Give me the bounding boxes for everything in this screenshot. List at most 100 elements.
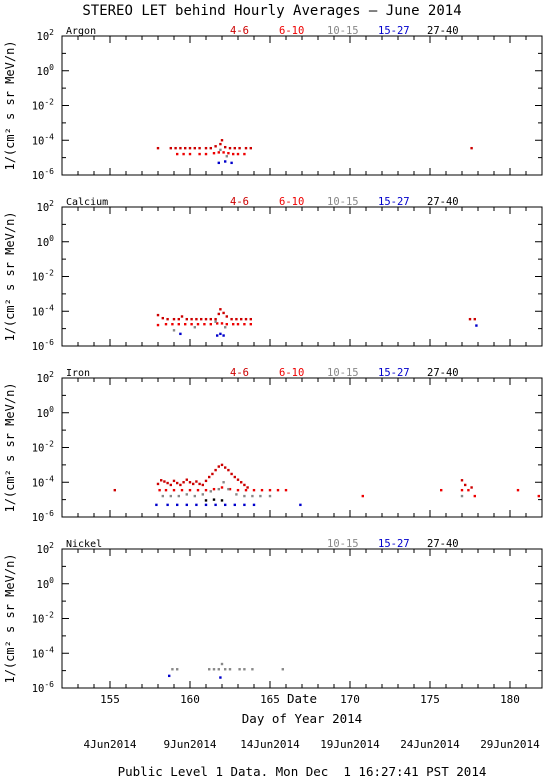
data-point: [211, 472, 214, 476]
data-point: [179, 332, 182, 336]
data-point: [537, 494, 540, 498]
data-point: [475, 324, 478, 327]
data-point: [198, 152, 201, 156]
data-point: [224, 668, 227, 671]
series-6-10: [156, 322, 252, 327]
y-tick-label: 10-4: [32, 645, 54, 660]
date-label: Date: [287, 691, 317, 706]
data-point: [238, 668, 241, 671]
series-10-15: [171, 662, 284, 671]
data-point: [361, 494, 364, 498]
data-point: [246, 486, 249, 489]
data-point: [156, 323, 160, 327]
data-point: [201, 493, 204, 496]
data-point: [201, 483, 204, 487]
y-tick-label: 102: [37, 28, 55, 43]
data-point: [179, 483, 182, 487]
data-point: [224, 326, 227, 329]
data-point: [204, 146, 208, 150]
legend-4-6: 4-6: [230, 196, 249, 208]
data-point: [249, 322, 252, 326]
x-tick-label: 175: [420, 693, 440, 706]
data-point: [228, 487, 232, 491]
legend-10-15: 10-15: [327, 196, 359, 208]
legend-6-10: 6-10: [279, 367, 304, 379]
data-point: [236, 322, 240, 326]
legend-15-27: 15-27: [378, 538, 410, 550]
data-point: [219, 676, 222, 679]
data-point: [244, 488, 248, 492]
data-point: [180, 315, 184, 318]
data-point: [244, 146, 248, 150]
data-point: [259, 494, 262, 498]
data-point: [171, 322, 174, 326]
y-tick-label: 10-6: [32, 509, 54, 524]
data-point: [224, 503, 227, 507]
data-point: [172, 317, 176, 321]
panel-argon: 102 100 10-2 10-4 10-6 Argon 4-6 6-10 10-15 15-27…: [3, 25, 543, 182]
data-point: [238, 146, 241, 150]
legend-15-27: 15-27: [378, 25, 410, 37]
data-point: [208, 668, 211, 671]
data-point: [225, 322, 228, 326]
plot-frame: [61, 377, 543, 518]
series-4-6: [113, 463, 473, 492]
series-4-6: [156, 308, 476, 321]
data-point: [177, 494, 180, 498]
data-point: [227, 468, 230, 472]
legend-6-10: 6-10: [279, 196, 304, 208]
series-15-27: [217, 160, 233, 165]
data-point: [236, 488, 240, 492]
data-point: [185, 503, 188, 507]
data-point: [182, 481, 185, 484]
data-point: [464, 483, 467, 487]
data-point: [252, 503, 256, 507]
data-point: [232, 322, 235, 326]
data-point: [195, 480, 198, 483]
data-point: [214, 317, 217, 321]
data-point: [243, 322, 246, 326]
data-point: [233, 475, 236, 479]
panel-calcium: 102 100 10-2 10-4 10-6 Calcium 4-6 6-10 10-15 15-…: [3, 196, 543, 353]
plot-frame: [61, 206, 543, 347]
data-point: [220, 139, 224, 142]
data-point: [188, 146, 192, 150]
data-point: [230, 161, 233, 165]
data-point: [176, 503, 179, 507]
y-tick-label: 10-2: [32, 269, 54, 284]
data-point: [470, 486, 473, 489]
data-point: [214, 320, 217, 323]
y-tick-label: 100: [37, 405, 55, 420]
data-point: [214, 468, 217, 472]
data-point: [240, 317, 243, 321]
x-tick-label: 170: [340, 693, 360, 706]
data-point: [169, 494, 172, 498]
data-point: [179, 146, 182, 150]
data-point: [216, 334, 219, 337]
data-point: [203, 322, 206, 326]
data-point: [164, 322, 168, 326]
data-point: [166, 503, 169, 507]
data-point: [230, 472, 233, 476]
series-10-15: [161, 481, 464, 498]
data-point: [230, 317, 233, 321]
legend-15-27: 15-27: [378, 367, 410, 379]
data-point: [160, 479, 163, 482]
date-tick-label: 4Jun2014: [84, 738, 137, 751]
data-point: [460, 479, 464, 482]
data-point: [252, 488, 256, 492]
data-point: [196, 488, 200, 492]
data-point: [222, 481, 225, 484]
series-4-6: [156, 139, 473, 150]
plot-frame: [61, 548, 543, 689]
legend-27-40: 27-40: [427, 367, 459, 379]
data-point: [185, 478, 188, 481]
legend-10-15: 10-15: [327, 367, 359, 379]
y-axis-label: 1/(cm² s sr MeV/n): [3, 40, 17, 170]
x-axis-label: Day of Year 2014: [242, 711, 362, 726]
footer-text: Public Level 1 Data. Mon Dec 1 16:27:41 …: [118, 764, 487, 779]
data-point: [176, 152, 179, 156]
data-point: [177, 317, 180, 321]
panel-nickel: 102 100 10-2 10-4 10-6 Nickel 10-15 15-27 27-40 1…: [3, 538, 543, 706]
